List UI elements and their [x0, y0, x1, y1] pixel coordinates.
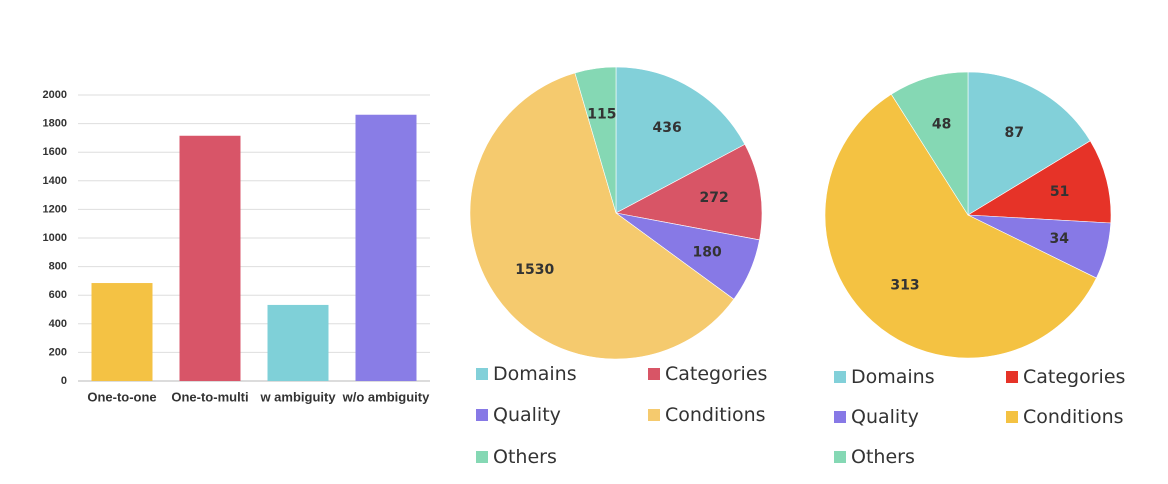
legend-swatch — [476, 409, 488, 421]
data-label: 48 — [932, 116, 951, 132]
x-tick-label: One-to-multi — [171, 390, 248, 405]
y-tick-label: 200 — [49, 346, 67, 358]
x-tick-label: One-to-one — [87, 390, 156, 405]
y-tick-label: 400 — [49, 318, 67, 330]
bar-chart: 0 200 400 600 800 1000 1200 1400 1600 1800 2000 One… — [43, 89, 431, 405]
legend-label: Domains — [851, 366, 935, 388]
pie-slice — [615, 143, 763, 241]
legend-label: Conditions — [665, 404, 766, 426]
y-tick-label: 1800 — [43, 118, 67, 130]
bar — [179, 135, 241, 381]
legend-swatch — [1006, 371, 1018, 383]
legend-swatch — [476, 368, 488, 380]
y-tick-label: 1400 — [43, 175, 67, 187]
bar — [91, 283, 153, 381]
legend-swatch — [648, 409, 660, 421]
data-label: 51 — [1050, 184, 1069, 200]
y-tick-label: 800 — [49, 261, 67, 273]
x-tick-label: w ambiguity — [259, 390, 336, 405]
pie-slice — [890, 71, 969, 217]
x-tick-label: w/o ambiguity — [342, 390, 430, 405]
pie-slice — [469, 72, 735, 360]
data-label: 313 — [890, 277, 919, 293]
legend-swatch — [1006, 411, 1018, 423]
legend-swatch — [834, 371, 846, 383]
pie-chart: 87 51 34 313 48 Domains Categories Quality Condi… — [824, 71, 1125, 468]
legend-swatch — [834, 451, 846, 463]
data-label: 1530 — [515, 262, 554, 278]
legend-label: Categories — [1023, 366, 1125, 388]
legend-label: Others — [851, 446, 915, 468]
legend-label: Quality — [493, 404, 561, 426]
legend-swatch — [834, 411, 846, 423]
y-tick-label: 1200 — [43, 203, 67, 215]
data-label: 272 — [700, 190, 729, 206]
legend-label: Domains — [493, 363, 577, 385]
legend-swatch — [476, 451, 488, 463]
data-label: 87 — [1005, 125, 1024, 141]
y-tick-label: 1600 — [43, 146, 67, 158]
pie-slice — [615, 66, 746, 214]
legend-label: Others — [493, 446, 557, 468]
pie-chart: 436 272 180 1530 115 Domains Categories Quality… — [469, 66, 767, 468]
y-tick-label: 1000 — [43, 232, 67, 244]
pie-slice — [967, 71, 1091, 216]
pie-slice — [967, 140, 1112, 224]
legend-label: Conditions — [1023, 406, 1124, 428]
y-tick-label: 600 — [49, 289, 67, 301]
data-label: 436 — [652, 120, 681, 136]
data-label: 115 — [587, 107, 616, 123]
legend-label: Categories — [665, 363, 767, 385]
y-tick-label: 0 — [61, 375, 67, 387]
legend-swatch — [648, 368, 660, 380]
bar — [267, 304, 329, 381]
data-label: 34 — [1050, 231, 1070, 247]
y-tick-label: 2000 — [43, 89, 67, 101]
legend-label: Quality — [851, 406, 919, 428]
pie-slice — [824, 93, 1097, 359]
pie-slice — [574, 66, 617, 214]
bar — [355, 114, 417, 381]
data-label: 180 — [692, 244, 721, 260]
